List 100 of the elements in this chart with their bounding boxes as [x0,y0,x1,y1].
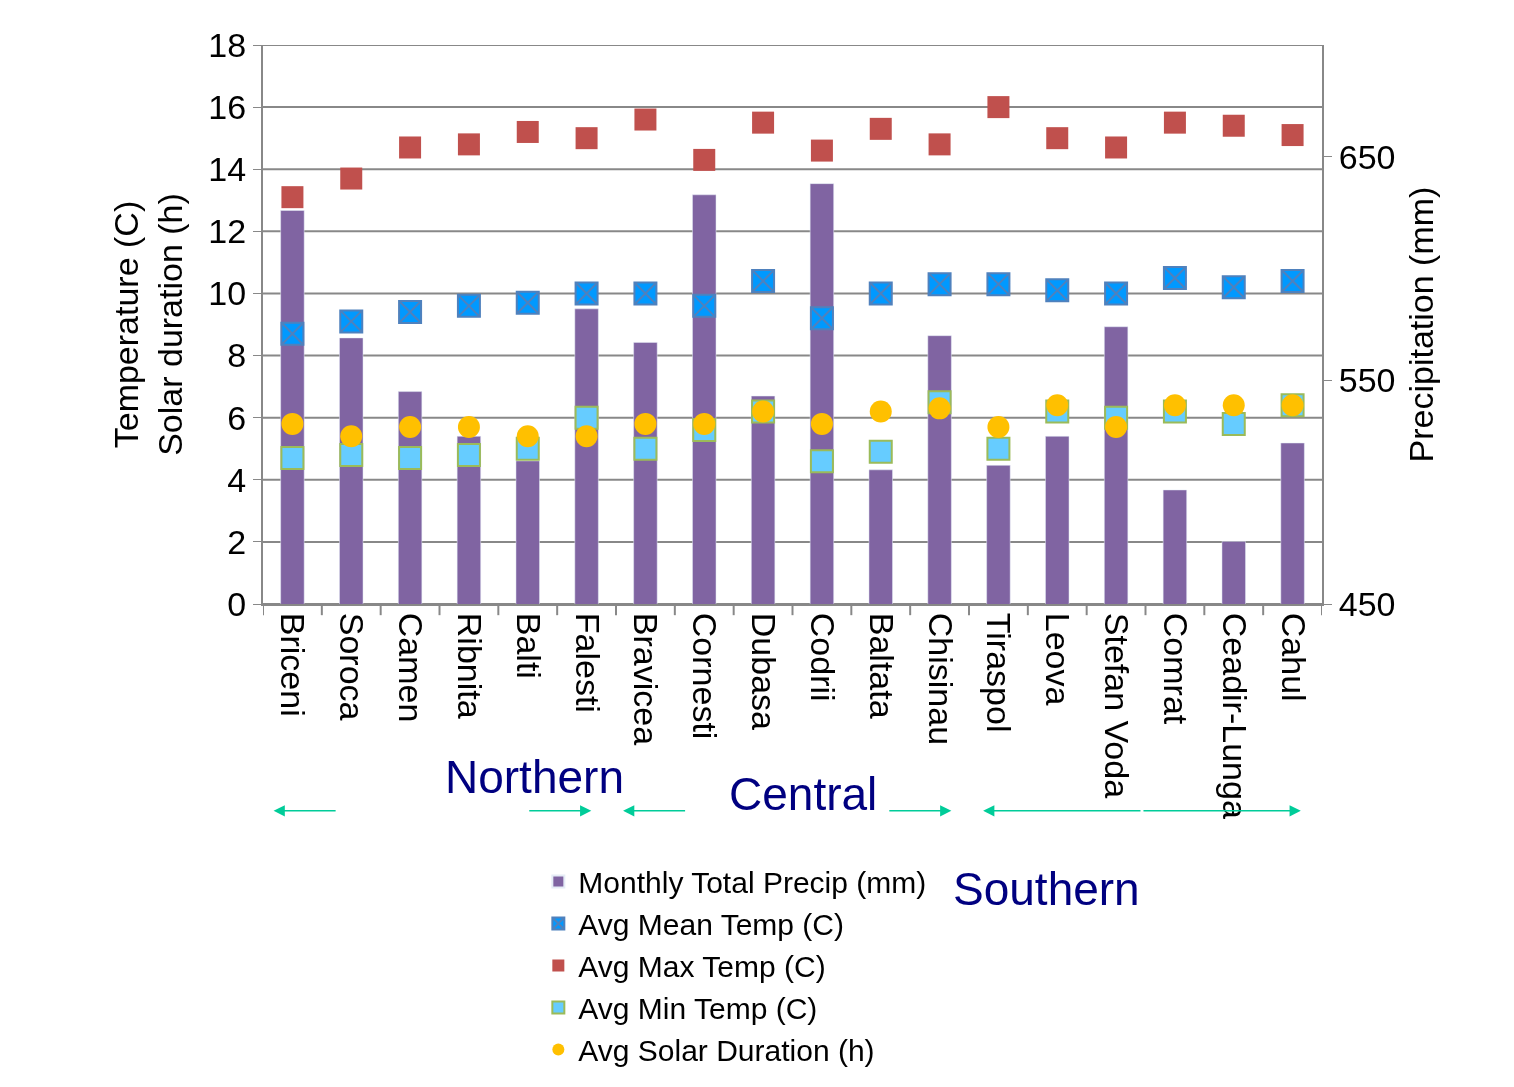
point [869,400,892,423]
point [868,439,893,464]
x-tick-label: Soroca [333,612,372,721]
point [281,186,304,209]
x-tick-label: Leova [1039,612,1078,706]
point [456,442,481,467]
point [1280,269,1305,294]
legend-label: Monthly Total Precip (mm) [578,866,927,900]
y-tick-label: 14 [208,150,247,189]
point [987,415,1010,438]
point [810,412,833,435]
point [1104,281,1129,306]
point [399,136,422,159]
point [986,272,1011,297]
point [340,425,363,448]
x-tick-label: Briceni [274,612,313,717]
point [457,133,480,156]
point [987,96,1010,119]
point [457,415,480,438]
y-tick-label: 10 [208,274,247,313]
point [1046,394,1069,417]
y2-tick-label: 650 [1338,137,1396,176]
x-tick-label: Ribnita [450,612,489,719]
point [1046,127,1069,150]
point [399,415,422,438]
point [280,446,305,471]
point [281,412,304,435]
x-tick-label: Comrat [1156,612,1195,725]
point [928,397,951,420]
legend-label: Avg Mean Temp (C) [578,908,845,942]
point [810,139,833,162]
x-tick-label: Cahul [1274,612,1313,702]
y-tick-label: 12 [208,212,247,251]
point [693,412,716,435]
point [1163,111,1186,134]
x-tick-label: Cornesti [686,612,725,740]
x-tick-label: Chisinau [921,612,960,746]
x-tick-label: Balti [509,612,548,679]
point [575,425,598,448]
point [398,446,423,471]
y-tick-label: 2 [227,522,247,561]
point [1222,394,1245,417]
point [1221,275,1246,300]
point [1281,124,1304,147]
x-tick-label: Baltata [862,612,901,719]
y-tick-label: 0 [227,584,247,623]
point [986,436,1011,461]
text: Southern [953,863,1140,915]
point [634,412,657,435]
x-tick-label: Bravicea [627,612,666,746]
x-tick-label: Stefan Voda [1098,612,1137,799]
point [575,127,598,150]
point [752,111,775,134]
point [515,290,540,315]
y2-tick-label: 550 [1338,361,1396,400]
point [868,281,893,306]
text: Northern [445,751,624,803]
y-tick-label: 4 [227,460,247,499]
x-tick-label: Dubasa [745,612,784,731]
text: Central [729,768,878,820]
point [456,293,481,318]
x-tick-label: Tiraspol [980,612,1019,733]
point [869,117,892,140]
point [280,321,305,346]
point [634,108,657,131]
y-tick-label: 16 [208,88,247,127]
point [339,309,364,334]
point [692,293,717,318]
x-tick-label: Codrii [803,612,842,702]
y-tick-label: 6 [227,398,247,437]
point [633,281,658,306]
point [1105,136,1128,159]
point [516,425,539,448]
y-tick-label: 18 [208,25,247,64]
point [1162,265,1187,290]
x-tick-label: Camen [392,612,431,723]
legend-label: Avg Max Temp (C) [578,950,826,984]
point [574,281,599,306]
y2-axis-title: Precipitation (mm) [1402,186,1441,463]
y-axis-title: Temperature (C) Solar duration (h) [107,193,190,456]
point [927,272,952,297]
point [516,120,539,143]
x-tick-label: Falesti [568,612,607,713]
legend-label: Avg Solar Duration (h) [578,1034,875,1068]
y2-tick-label: 450 [1338,584,1396,623]
point [1163,394,1186,417]
point [398,300,423,325]
point [1222,114,1245,137]
legend-label: Avg Min Temp (C) [578,992,818,1026]
point [751,269,776,294]
point [574,405,599,430]
y-tick-label: 8 [227,336,247,375]
point [809,449,834,474]
point [340,167,363,190]
point [693,148,716,171]
point [1221,411,1246,436]
point [339,442,364,467]
point [809,306,834,331]
point [928,133,951,156]
point [633,436,658,461]
